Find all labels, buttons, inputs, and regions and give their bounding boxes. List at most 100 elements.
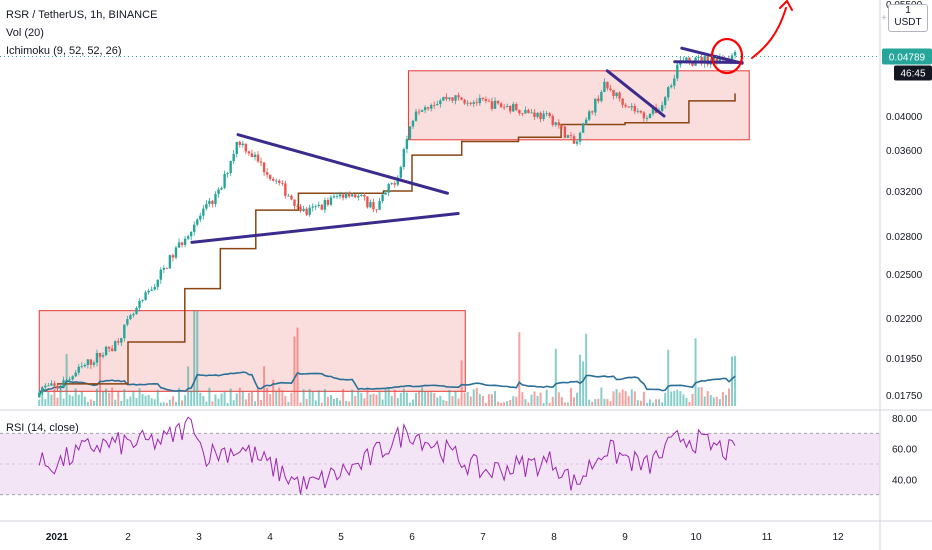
candle-body [104,346,108,356]
zone-1 [38,310,466,392]
volume-bar [694,338,697,406]
candle-body [92,362,96,365]
candle-body [691,62,694,66]
volume-bar [257,389,260,406]
candle-body [153,286,156,290]
volume-bar [588,399,591,406]
candle-body [123,324,126,339]
volume-bar [296,327,299,406]
volume-bar [211,401,214,406]
volume-ma-line [38,371,736,397]
candle-body [405,138,409,150]
volume-bar [457,398,460,406]
volume-bar [521,392,524,406]
candle-body [493,100,497,109]
volume-bar [345,400,348,406]
candle-body [165,267,169,269]
volume-bar [348,401,351,406]
rsi-tick-label: 60.00 [892,445,917,456]
candle-body [114,341,117,351]
volume-bar [439,395,442,406]
candle-body [542,113,545,120]
currency-button-line2: USDT [894,17,922,28]
time-tick-label: 5 [338,532,344,543]
candle-body [144,292,147,300]
volume-bar [712,397,715,406]
candle-body [591,111,594,113]
candle-body [226,173,229,175]
symbol-title[interactable]: RSR / TetherUS, 1h, BINANCE [6,9,158,21]
volume-bar [548,402,551,406]
candle-body [77,366,80,373]
currency-button[interactable]: + 1 USDT [881,4,928,32]
volume-bar [74,388,77,406]
volume-bar [92,400,95,406]
volume-bar [731,356,734,406]
candle-body [700,57,703,64]
volume-bar [141,394,144,406]
zone-layer [38,70,750,392]
candle-body [451,97,454,101]
volume-bar [226,402,229,406]
candle-body [651,107,655,114]
candle-body [101,355,105,357]
volume-bar [679,391,682,406]
volume-bar [569,387,572,406]
candle-body [509,105,512,112]
volume-bar [484,402,487,406]
candle-body [214,193,217,205]
volume-bar [320,402,323,406]
volume-bar [326,396,329,406]
volume-bar [323,389,326,406]
candle-body [56,385,59,389]
volume-bar [703,396,706,406]
candle-body [411,120,415,127]
candle-body [621,98,624,105]
candle-body [530,112,533,114]
volume-bar [181,400,184,406]
candle-body [302,208,305,212]
last-price-badge [882,48,932,65]
candle-body [439,100,442,105]
volume-bar [284,396,287,406]
candle-body [676,64,679,79]
volume-bar [336,397,339,406]
ichimoku-legend[interactable]: Ichimoku (9, 52, 52, 26) [6,45,122,57]
volume-bar [83,396,86,406]
volume-bar [667,349,670,406]
volume-bar [645,402,648,406]
candle-body [360,194,363,196]
candle-body [262,162,266,173]
volume-legend[interactable]: Vol (20) [6,27,44,39]
candle-body [305,208,308,215]
candle-body [408,126,412,139]
candle-body [205,203,208,209]
volume-bar [594,399,597,406]
candle-body [347,193,351,197]
candle-body [481,97,485,100]
candle-body [554,122,557,125]
candle-body [83,364,87,367]
candle-body [423,107,427,111]
candle-body [557,122,561,126]
candle-body [396,177,399,185]
rsi-legend[interactable]: RSI (14, close) [6,422,79,434]
volume-bar [205,401,208,406]
candle-body [338,194,342,197]
candle-body [299,206,302,212]
candle-body [223,174,226,188]
candle-body [572,136,576,144]
volume-layer [38,311,737,406]
candle-body [120,338,123,343]
volume-bar [299,402,302,406]
volume-bar [196,311,199,406]
volume-bar [147,394,150,406]
countdown-badge [894,65,932,81]
candle-body [150,289,153,291]
candle-body [323,200,327,210]
candle-body [220,187,223,190]
candle-body [138,300,141,308]
candle-body [426,107,430,109]
candle-body [581,123,585,133]
